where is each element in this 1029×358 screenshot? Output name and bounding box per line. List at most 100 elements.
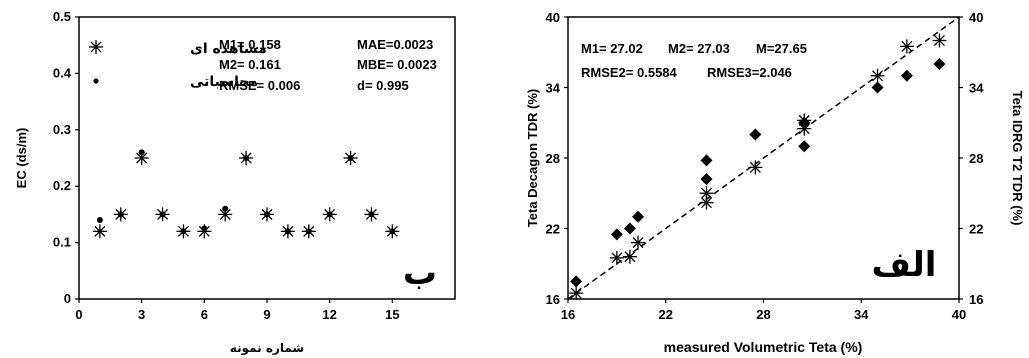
teta-y-tick-label: 40	[546, 10, 560, 25]
ec-y-tick-label: 0.3	[53, 122, 71, 137]
teta-data-points	[569, 33, 947, 301]
ec-observed-point-stroke	[303, 225, 315, 237]
teta-y2-tick-label: 22	[969, 222, 983, 237]
teta-idrg-point	[569, 286, 584, 301]
ec-x-tick-label: 12	[322, 307, 336, 322]
ec-observed-point	[239, 151, 254, 165]
teta-y2-axis-title: Teta IDRG T2 TDR (%)	[1010, 91, 1025, 226]
ec-observed-point	[113, 207, 128, 222]
ec-observed-point-stroke	[136, 152, 148, 164]
ec-x-tick-label: 3	[138, 307, 145, 322]
ec-observed-point-stroke	[324, 208, 336, 220]
teta-stat-rmse2: RMSE2= 0.5584	[581, 65, 678, 80]
teta-stat-rmse3: RMSE3=2.046	[707, 65, 792, 80]
teta-idrg-point-stroke	[901, 40, 913, 52]
teta-y-tick-label: 22	[546, 222, 560, 237]
ec-observed-point-stroke	[177, 225, 189, 237]
ec-data-points	[92, 149, 400, 239]
teta-x-axis-title: measured Volumetric Teta (%)	[664, 339, 863, 355]
ec-observed-point-stroke	[240, 152, 252, 164]
teta-y2-tick-label: 16	[969, 292, 983, 307]
teta-x-tick-label: 34	[854, 307, 869, 322]
teta-decagon-point	[623, 222, 636, 235]
teta-idrg-point-stroke	[570, 287, 582, 299]
legend-computed-marker	[93, 78, 99, 84]
teta-idrg-point	[622, 249, 637, 264]
teta-decagon-point	[632, 210, 645, 223]
ec-observed-point-stroke	[157, 208, 169, 220]
legend-computed-label: محاسباتی	[190, 74, 258, 90]
teta-x-tick-label: 22	[659, 307, 673, 322]
teta-idrg-point-stroke	[632, 237, 644, 249]
teta-idrg-point	[797, 113, 812, 128]
ec-observed-point-stroke	[219, 208, 231, 220]
ec-x-ticks: 0 3 6 9 12 15	[75, 299, 400, 322]
ec-observed-point-stroke	[365, 208, 377, 220]
ec-stat-d: d= 0.995	[357, 78, 409, 93]
legend-observed-marker	[89, 40, 103, 54]
teta-idrg-point-stroke	[798, 123, 810, 135]
ec-stat-rmse: RMSE= 0.006	[219, 78, 300, 93]
ec-x-axis-title: شماره نمونه	[230, 341, 304, 356]
teta-idrg-point-stroke	[933, 35, 945, 46]
ec-observed-point-stroke	[345, 152, 357, 164]
teta-y-tick-label: 16	[546, 292, 560, 307]
legend-observed-label: مشاهده ای	[190, 41, 267, 57]
teta-decagon-point	[700, 173, 713, 186]
ec-y-ticks: 0 0.1 0.2 0.3 0.4 0.5	[53, 9, 79, 306]
ec-y-axis-title: EC (ds/m)	[14, 128, 29, 189]
teta-idrg-point	[631, 235, 646, 250]
teta-decagon-point	[749, 128, 762, 141]
ec-observed-point	[301, 224, 316, 239]
ec-observed-point	[218, 207, 233, 222]
ec-observed-point-stroke	[261, 208, 273, 220]
teta-decagon-point	[570, 275, 583, 288]
ec-stat-mbe: MBE= 0.0023	[357, 57, 437, 72]
teta-idrg-point-stroke	[700, 197, 712, 209]
ec-stat-m2: M2= 0.161	[219, 57, 281, 72]
ec-y-tick-label: 0	[64, 291, 71, 306]
teta-idrg-point	[699, 186, 714, 201]
legend-observed-symbol-stroke	[90, 41, 102, 53]
teta-idrg-point-stroke	[749, 161, 761, 173]
teta-y2-ticks: 16 22 28 34 40	[959, 10, 984, 307]
teta-idrg-point-stroke	[798, 114, 810, 126]
teta-stat-m1: M1= 27.02	[581, 41, 643, 56]
ec-observed-point-stroke	[282, 225, 294, 237]
ec-observed-point	[343, 151, 358, 165]
ec-observed-point-stroke	[198, 225, 210, 237]
ec-y-tick-label: 0.1	[53, 235, 71, 250]
ec-observed-point-stroke	[115, 208, 127, 220]
teta-decagon-point	[798, 140, 811, 153]
ec-x-tick-label: 0	[75, 307, 82, 322]
teta-reference-line	[567, 16, 960, 300]
teta-y2-tick-label: 34	[969, 81, 984, 96]
teta-idrg-point	[870, 68, 885, 83]
teta-panel-label: الف	[872, 245, 937, 285]
ec-y-tick-label: 0.5	[53, 9, 71, 24]
teta-idrg-point-stroke	[611, 252, 623, 264]
teta-x-tick-label: 28	[756, 307, 770, 322]
teta-idrg-point-stroke	[872, 70, 884, 82]
legend-observed-symbol	[89, 40, 103, 54]
teta-idrg-point	[899, 39, 914, 54]
teta-idrg-point	[748, 160, 763, 175]
teta-y-ticks: 16 22 28 34 40	[546, 10, 568, 307]
ec-chart-panel: 0 0.1 0.2 0.3 0.4 0.5 0 3 6 9 12 15 EC (ds/m) شمار…	[14, 9, 456, 356]
ec-legend: مشاهده ای محاسباتی	[89, 40, 267, 90]
teta-idrg-point-stroke	[700, 187, 712, 199]
teta-decagon-point	[871, 81, 884, 94]
ec-observed-point	[280, 224, 295, 239]
ec-observed-point	[176, 224, 191, 239]
teta-y2-tick-label: 40	[969, 10, 983, 25]
teta-idrg-point	[932, 33, 947, 48]
ec-x-tick-label: 15	[385, 307, 399, 322]
ec-observed-point	[197, 224, 212, 239]
teta-y-tick-label: 34	[546, 81, 561, 96]
ec-observed-point	[155, 207, 170, 222]
ec-y-tick-label: 0.2	[53, 178, 71, 193]
teta-y2-tick-label: 28	[969, 151, 983, 166]
ec-stat-m1: M1= 0.158	[219, 37, 281, 52]
ec-y-tick-label: 0.4	[53, 65, 72, 80]
teta-decagon-point	[933, 58, 946, 70]
